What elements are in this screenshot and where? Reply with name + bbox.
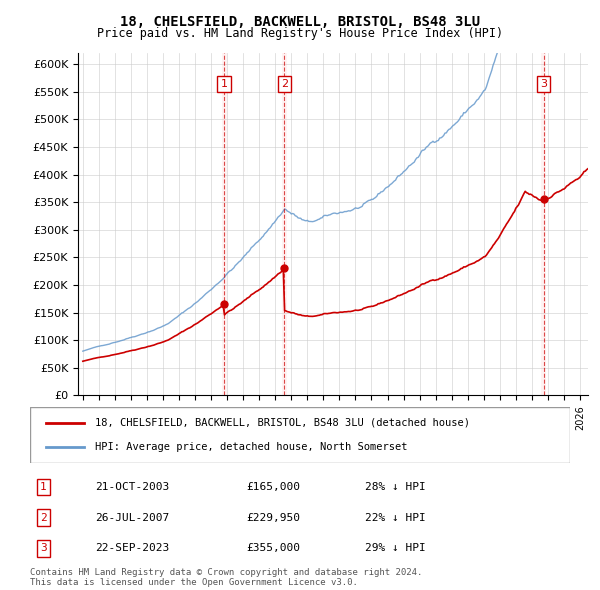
Text: 26-JUL-2007: 26-JUL-2007 (95, 513, 169, 523)
Text: £355,000: £355,000 (246, 543, 300, 553)
Text: 3: 3 (540, 79, 547, 89)
Text: 22% ↓ HPI: 22% ↓ HPI (365, 513, 425, 523)
Text: 3: 3 (40, 543, 47, 553)
Bar (221, 53, 227, 395)
Text: £229,950: £229,950 (246, 513, 300, 523)
Bar (282, 53, 287, 395)
Text: 2: 2 (40, 513, 47, 523)
Text: 28% ↓ HPI: 28% ↓ HPI (365, 482, 425, 492)
Text: 1: 1 (221, 79, 227, 89)
Text: 18, CHELSFIELD, BACKWELL, BRISTOL, BS48 3LU: 18, CHELSFIELD, BACKWELL, BRISTOL, BS48 … (120, 15, 480, 29)
Bar (541, 53, 546, 395)
Text: 18, CHELSFIELD, BACKWELL, BRISTOL, BS48 3LU (detached house): 18, CHELSFIELD, BACKWELL, BRISTOL, BS48 … (95, 418, 470, 428)
Text: Contains HM Land Registry data © Crown copyright and database right 2024.
This d: Contains HM Land Registry data © Crown c… (30, 568, 422, 587)
FancyBboxPatch shape (30, 407, 570, 463)
Text: HPI: Average price, detached house, North Somerset: HPI: Average price, detached house, Nort… (95, 442, 407, 453)
Text: 1: 1 (40, 482, 47, 492)
Text: 22-SEP-2023: 22-SEP-2023 (95, 543, 169, 553)
Text: 2: 2 (281, 79, 288, 89)
Text: 29% ↓ HPI: 29% ↓ HPI (365, 543, 425, 553)
Text: £165,000: £165,000 (246, 482, 300, 492)
Text: 21-OCT-2003: 21-OCT-2003 (95, 482, 169, 492)
Text: Price paid vs. HM Land Registry's House Price Index (HPI): Price paid vs. HM Land Registry's House … (97, 27, 503, 40)
